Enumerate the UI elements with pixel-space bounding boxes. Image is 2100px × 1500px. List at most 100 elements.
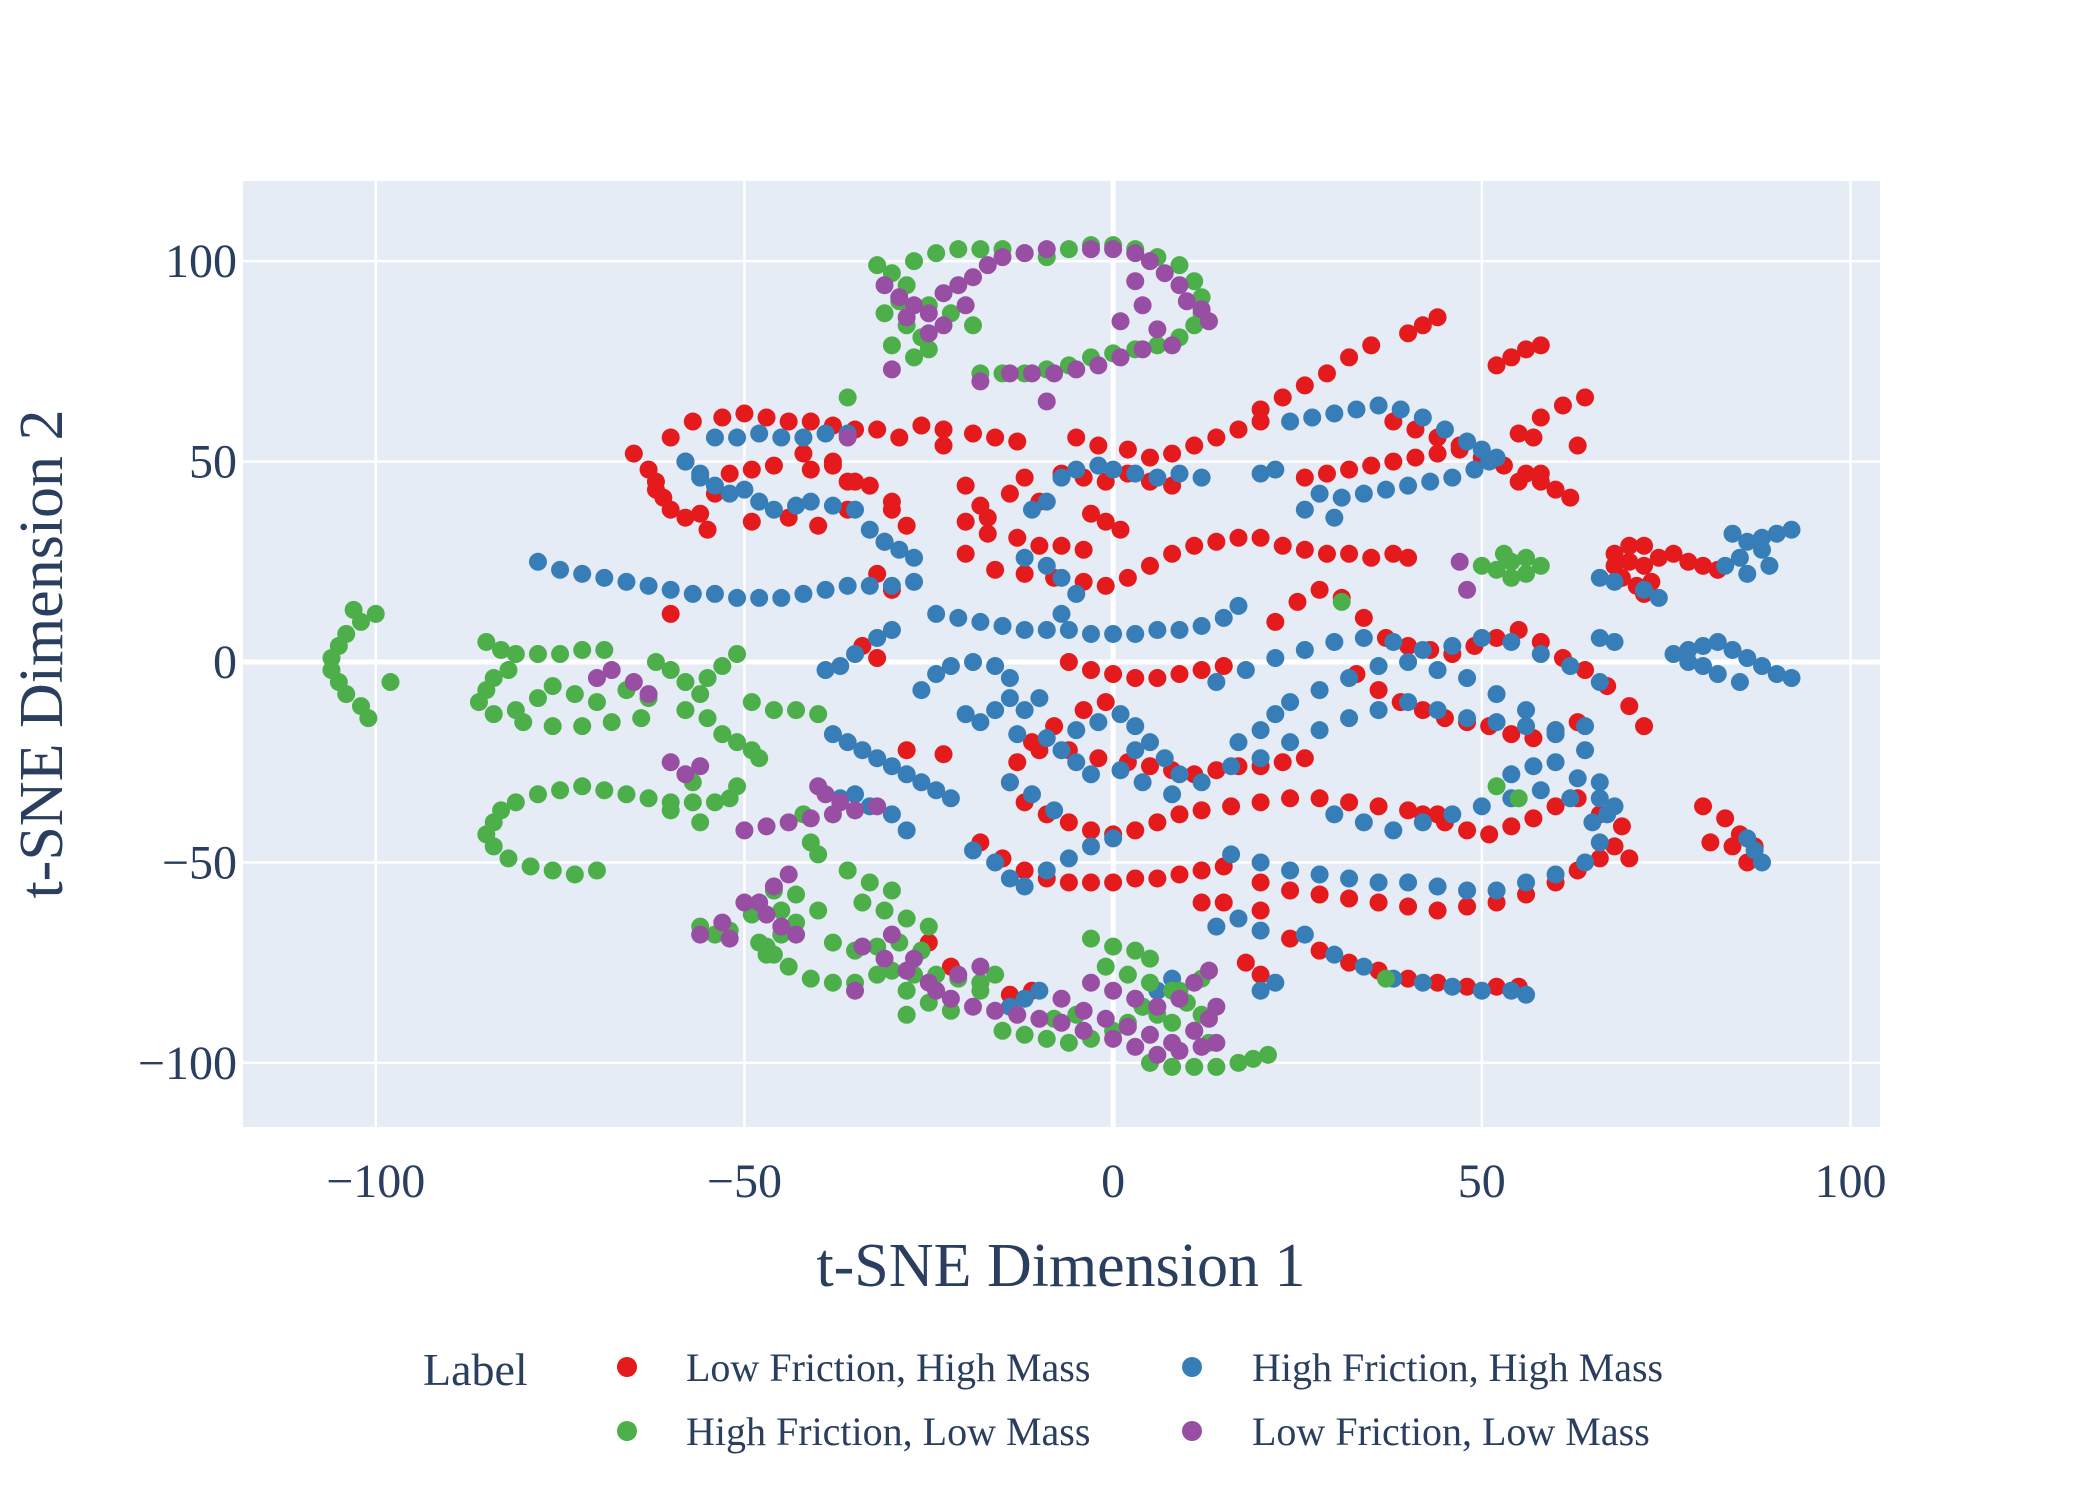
data-point [602, 713, 621, 732]
data-point [1096, 693, 1115, 712]
data-point [1170, 865, 1189, 884]
data-point [882, 925, 901, 944]
data-point [698, 709, 717, 728]
data-point [1118, 1017, 1137, 1036]
data-point [1015, 468, 1034, 487]
data-point [1517, 701, 1536, 720]
data-point [492, 640, 511, 659]
data-point [1207, 917, 1226, 936]
legend-item-low-friction-high-mass[interactable]: Low Friction, High Mass [617, 1345, 1090, 1390]
data-point [661, 500, 680, 519]
data-point [728, 588, 747, 607]
data-point [1354, 484, 1373, 503]
data-point [956, 544, 975, 563]
data-point [639, 685, 658, 704]
legend-item-low-friction-low-mass[interactable]: Low Friction, Low Mass [1182, 1409, 1650, 1454]
data-point [1435, 420, 1454, 439]
data-point [713, 913, 732, 932]
data-point [1148, 320, 1167, 339]
data-point [772, 428, 791, 447]
data-point [1170, 989, 1189, 1008]
data-point [934, 316, 953, 335]
data-point [897, 308, 916, 327]
data-point [1281, 733, 1300, 752]
data-point [1738, 532, 1757, 551]
data-point [1015, 701, 1034, 720]
data-point [617, 785, 636, 804]
data-point [1590, 789, 1609, 808]
data-point [1317, 544, 1336, 563]
data-point [971, 957, 990, 976]
data-point [1443, 468, 1462, 487]
data-point [506, 793, 525, 812]
data-point [1590, 773, 1609, 792]
data-point [816, 661, 835, 680]
data-point [1340, 953, 1359, 972]
data-point [683, 793, 702, 812]
data-point [1081, 504, 1100, 523]
data-point [366, 604, 385, 623]
data-point [632, 709, 651, 728]
data-point [1059, 873, 1078, 892]
data-point [846, 785, 865, 804]
data-point [1081, 873, 1100, 892]
data-point [698, 520, 717, 539]
data-point [1517, 985, 1536, 1004]
data-point [1015, 548, 1034, 567]
data-point [565, 865, 584, 884]
data-point [1399, 873, 1418, 892]
data-point [1104, 665, 1123, 684]
data-point [1472, 556, 1491, 575]
data-point [1052, 989, 1071, 1008]
data-point [927, 604, 946, 623]
data-point [1502, 725, 1521, 744]
data-point [1428, 973, 1447, 992]
legend-item-high-friction-high-mass[interactable]: High Friction, High Mass [1182, 1345, 1663, 1390]
data-point [1384, 632, 1403, 651]
data-point [492, 801, 511, 820]
data-point [1000, 869, 1019, 888]
data-point [1192, 1037, 1211, 1056]
data-point [757, 817, 776, 836]
data-point [1546, 725, 1565, 744]
data-point [1620, 536, 1639, 555]
data-point [1399, 548, 1418, 567]
data-point [809, 516, 828, 535]
data-point [1273, 388, 1292, 407]
data-point [1723, 837, 1742, 856]
data-point [823, 725, 842, 744]
data-point [1546, 480, 1565, 499]
data-point [683, 412, 702, 431]
data-point [1199, 312, 1218, 331]
data-point [971, 612, 990, 631]
data-point [1074, 1021, 1093, 1040]
data-point [1037, 620, 1056, 639]
data-point [1421, 472, 1440, 491]
legend-item-high-friction-low-mass[interactable]: High Friction, Low Mass [617, 1409, 1090, 1454]
data-point [1413, 408, 1432, 427]
data-point [1067, 360, 1086, 379]
data-point [1148, 620, 1167, 639]
data-point [1332, 488, 1351, 507]
data-point [1310, 941, 1329, 960]
data-point [1310, 484, 1329, 503]
data-point [1185, 536, 1204, 555]
data-point [779, 865, 798, 884]
data-point [1487, 713, 1506, 732]
data-point [1347, 400, 1366, 419]
data-point [1015, 989, 1034, 1008]
data-point [823, 496, 842, 515]
data-point [1325, 508, 1344, 527]
data-point [1008, 753, 1027, 772]
data-point [1236, 953, 1255, 972]
data-point [1620, 849, 1639, 868]
data-point [1450, 552, 1469, 571]
data-point [698, 669, 717, 688]
data-point [1281, 693, 1300, 712]
data-point [1037, 1029, 1056, 1048]
data-point [838, 576, 857, 595]
data-point [882, 336, 901, 355]
data-point [506, 645, 525, 663]
data-point [897, 909, 916, 928]
